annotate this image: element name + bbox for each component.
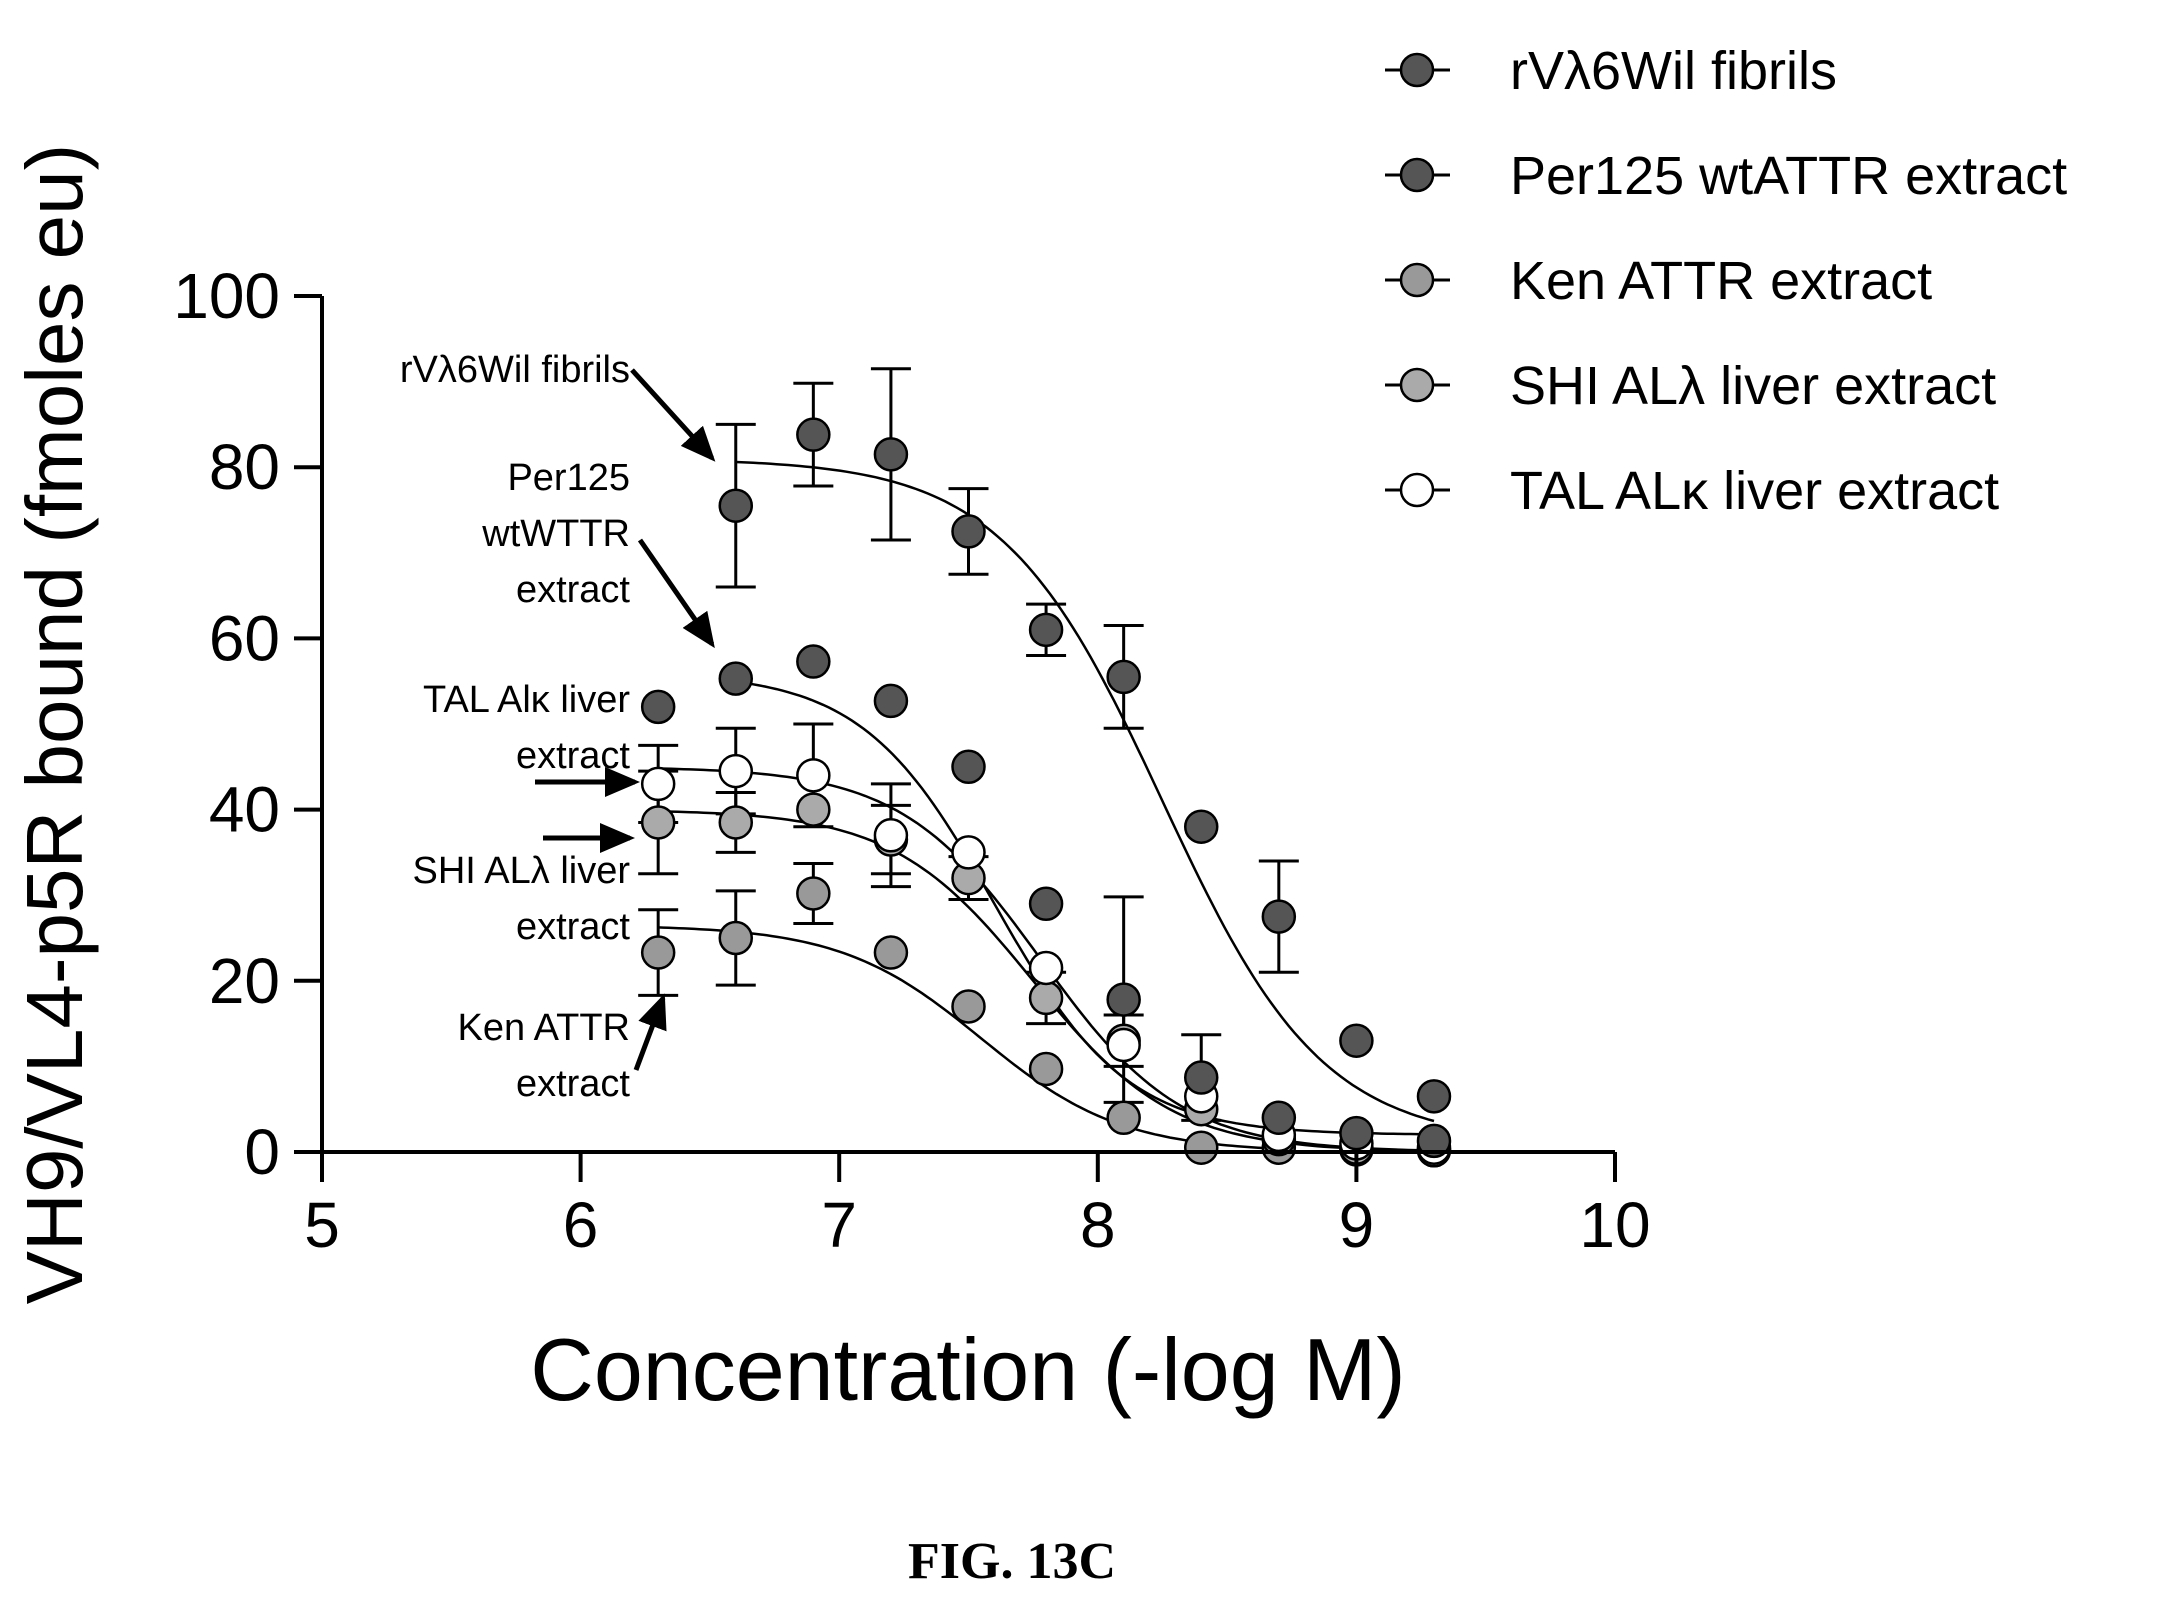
- point-s1-p8: [1261, 1100, 1297, 1136]
- fit-curves: [658, 460, 1435, 1153]
- legend-marker-3: [1399, 367, 1435, 403]
- y-axis-ticks: 0 20 40 60 80 100: [173, 260, 322, 1188]
- point-s1-p3: [873, 683, 909, 719]
- point-s2-p6: [1106, 1100, 1141, 1136]
- point-s1-p7: [1183, 1060, 1219, 1095]
- point-s4-p3: [873, 818, 909, 853]
- point-s0-p4: [1028, 612, 1064, 648]
- point-s0-p5: [1106, 659, 1141, 695]
- legend-label-4: TAL ALκ liver extract: [1510, 461, 1999, 521]
- point-s0-p6: [1183, 809, 1219, 844]
- x-axis-title: Concentration (-log M): [530, 1320, 1405, 1419]
- x-axis-ticks: 5 6 7 8 9 10: [304, 1152, 1651, 1261]
- legend-marker-0: [1399, 52, 1435, 88]
- x-tick-label-2: 7: [821, 1189, 857, 1261]
- y-tick-label-0: 0: [244, 1116, 280, 1188]
- point-s2-p2: [796, 876, 831, 911]
- point-s0-p8: [1339, 1023, 1374, 1058]
- x-tick-label-3: 8: [1080, 1189, 1116, 1261]
- point-s1-p10: [1416, 1123, 1452, 1159]
- point-s3-p2: [796, 792, 831, 827]
- annotations: rVλ6Wil fibrils Per125 wtWTTR extract TAL Al…: [400, 349, 716, 1105]
- point-s4-p4: [951, 835, 986, 870]
- fit-curve-series-2: [658, 926, 1279, 1151]
- point-s1-p0: [640, 689, 676, 725]
- point-s0-p9: [1416, 1079, 1452, 1114]
- point-s1-p5: [1028, 886, 1064, 922]
- point-s1-p6: [1106, 982, 1141, 1017]
- data-points: [640, 417, 1452, 1168]
- y-tick-label-2: 40: [209, 774, 280, 846]
- point-s0-p1: [796, 417, 831, 452]
- point-s1-p4: [951, 749, 986, 785]
- point-s2-p0: [640, 935, 676, 970]
- point-s2-p1: [718, 920, 754, 956]
- annotation-2-line-0: TAL Alκ liver: [423, 679, 630, 721]
- legend-label-3: SHI ALλ liver extract: [1510, 356, 1996, 416]
- point-s2-p3: [873, 935, 909, 970]
- annotation-1-line-2: extract: [516, 569, 630, 611]
- annotation-3-line-0: SHI ALλ liver: [412, 850, 630, 892]
- annotation-arrow-4: [633, 993, 667, 1071]
- x-tick-label-4: 9: [1339, 1189, 1375, 1261]
- annotation-3-line-1: extract: [516, 906, 630, 948]
- legend-label-1: Per125 wtATTR extract: [1510, 146, 2067, 206]
- x-tick-label-1: 6: [563, 1189, 599, 1261]
- legend-label-0: rVλ6Wil fibrils: [1510, 41, 1837, 101]
- legend-marker-4: [1399, 472, 1435, 508]
- annotation-1-line-0: Per125: [507, 457, 630, 499]
- point-s4-p5: [1028, 950, 1064, 986]
- point-s0-p0: [718, 488, 754, 523]
- legend: rVλ6Wil fibrils Per125 wtATTR extract Ken …: [1385, 41, 2067, 521]
- figure-caption: FIG. 13C: [908, 1533, 1116, 1590]
- annotation-arrow-1: [637, 538, 715, 649]
- point-s3-p5: [1028, 980, 1064, 1016]
- y-tick-label-1: 20: [209, 945, 280, 1017]
- point-s2-p5: [1028, 1051, 1064, 1087]
- point-s4-p0: [640, 766, 676, 802]
- point-s0-p7: [1261, 899, 1297, 934]
- y-tick-label-5: 100: [173, 260, 280, 332]
- point-s4-p2: [796, 758, 831, 793]
- y-tick-label-3: 60: [209, 602, 280, 674]
- point-s1-p2: [796, 644, 831, 679]
- y-axis-title: VH9/VL4-p5R bound (fmoles eu): [10, 144, 99, 1305]
- point-s1-p1: [718, 661, 754, 696]
- annotation-0-line-0: rVλ6Wil fibrils: [400, 349, 630, 391]
- annotation-arrow-0: [630, 368, 716, 462]
- point-s2-p7: [1183, 1130, 1219, 1165]
- annotation-2-line-1: extract: [516, 735, 630, 777]
- annotation-4-line-0: Ken ATTR: [458, 1007, 630, 1049]
- annotation-1-line-1: wtWTTR: [481, 513, 630, 555]
- x-tick-label-0: 5: [304, 1189, 340, 1261]
- point-s2-p4: [951, 989, 986, 1024]
- legend-marker-1: [1399, 157, 1435, 193]
- point-s1-p9: [1339, 1115, 1374, 1151]
- annotation-4-line-1: extract: [516, 1063, 630, 1105]
- point-s0-p2: [873, 437, 909, 472]
- point-s4-p6: [1106, 1027, 1141, 1063]
- y-tick-label-4: 80: [209, 431, 280, 503]
- point-s0-p3: [951, 514, 986, 549]
- point-s4-p1: [718, 753, 754, 789]
- point-s3-p1: [718, 805, 754, 840]
- fit-curve-series-0: [735, 460, 1435, 1123]
- legend-marker-2: [1399, 262, 1435, 298]
- legend-label-2: Ken ATTR extract: [1510, 251, 1932, 311]
- x-tick-label-5: 10: [1579, 1189, 1650, 1261]
- point-s3-p0: [640, 805, 676, 840]
